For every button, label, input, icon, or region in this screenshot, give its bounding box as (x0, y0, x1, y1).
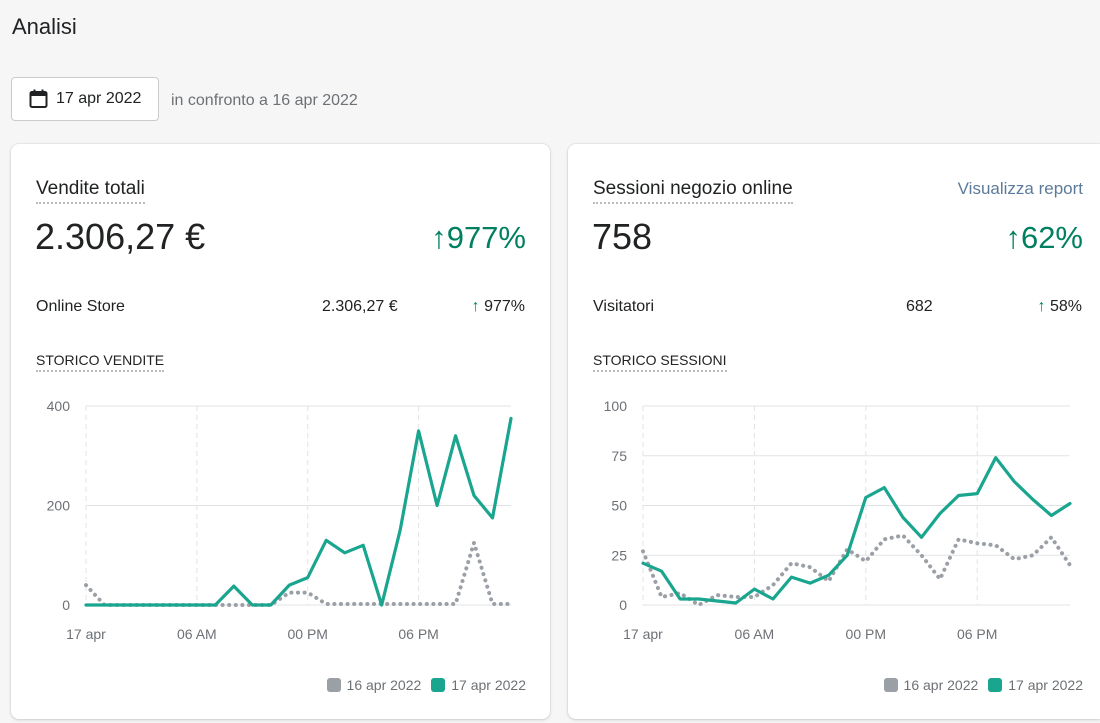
series-line-previous (641, 533, 1072, 607)
arrow-up-icon: ↑ (1005, 220, 1021, 255)
view-report-link[interactable]: Visualizza report (957, 179, 1083, 198)
date-picker-label: 17 apr 2022 (56, 90, 142, 107)
series-line-current (641, 456, 1072, 605)
sessions-line-chart: 0 25 50 75 100 17 apr 06 AM 00 PM 06 PM (604, 398, 1072, 642)
chart-legend: 16 apr 2022 17 apr 2022 (326, 677, 526, 693)
x-tick-label: 06 PM (398, 626, 438, 642)
total-sales-value: 2.306,27 € (35, 216, 206, 257)
arrow-up-icon: ↑ (1037, 298, 1046, 315)
y-tick-label: 100 (604, 398, 628, 414)
card-title[interactable]: Sessioni negozio online (593, 178, 793, 204)
chart-title[interactable]: STORICO SESSIONI (593, 352, 727, 372)
y-tick-label: 400 (47, 398, 71, 414)
card-title[interactable]: Vendite totali (36, 178, 145, 204)
chart-legend: 16 apr 2022 17 apr 2022 (883, 677, 1083, 693)
breakdown-change: ↑ 58% (1037, 298, 1082, 315)
total-sales-card: Vendite totali 2.306,27 € ↑977% Online S… (11, 144, 550, 719)
y-tick-label: 0 (619, 597, 627, 613)
y-tick-label: 200 (47, 498, 71, 514)
sessions-value: 758 (592, 216, 653, 257)
sessions-change: ↑62% (1005, 220, 1083, 255)
x-tick-label: 00 PM (846, 626, 886, 642)
legend-item-current[interactable]: 17 apr 2022 (431, 677, 526, 693)
series-line-current (84, 416, 513, 607)
x-tick-label: 17 apr (623, 626, 663, 642)
x-tick-label: 06 AM (735, 626, 775, 642)
y-tick-label: 50 (611, 498, 627, 514)
x-tick-label: 00 PM (288, 626, 328, 642)
legend-item-current[interactable]: 17 apr 2022 (988, 677, 1083, 693)
calendar-icon (29, 89, 48, 108)
arrow-up-icon: ↑ (431, 220, 447, 255)
legend-item-previous[interactable]: 16 apr 2022 (883, 677, 978, 693)
sessions-card: Sessioni negozio online Visualizza repor… (568, 144, 1100, 719)
breakdown-value: 2.306,27 € (322, 298, 398, 315)
y-tick-label: 25 (611, 547, 627, 563)
date-picker-button[interactable]: 17 apr 2022 (11, 77, 159, 121)
arrow-up-icon: ↑ (471, 298, 480, 315)
sales-line-chart: 0 200 400 17 apr 06 AM 00 PM 06 PM (47, 398, 513, 642)
chart-title[interactable]: STORICO VENDITE (36, 352, 165, 372)
x-tick-label: 17 apr (66, 626, 106, 642)
breakdown-label: Visitatori (593, 298, 655, 315)
page-title: Analisi (12, 14, 77, 39)
x-tick-label: 06 AM (177, 626, 217, 642)
breakdown-change: ↑ 977% (471, 298, 525, 315)
x-tick-label: 06 PM (957, 626, 997, 642)
total-sales-change: ↑977% (431, 220, 526, 255)
breakdown-label: Online Store (36, 298, 125, 315)
y-tick-label: 0 (62, 597, 70, 613)
breakdown-value: 682 (906, 298, 933, 315)
y-tick-label: 75 (611, 448, 627, 464)
comparison-text: in confronto a 16 apr 2022 (171, 92, 358, 109)
series-line-previous (84, 540, 513, 607)
legend-item-previous[interactable]: 16 apr 2022 (326, 677, 421, 693)
